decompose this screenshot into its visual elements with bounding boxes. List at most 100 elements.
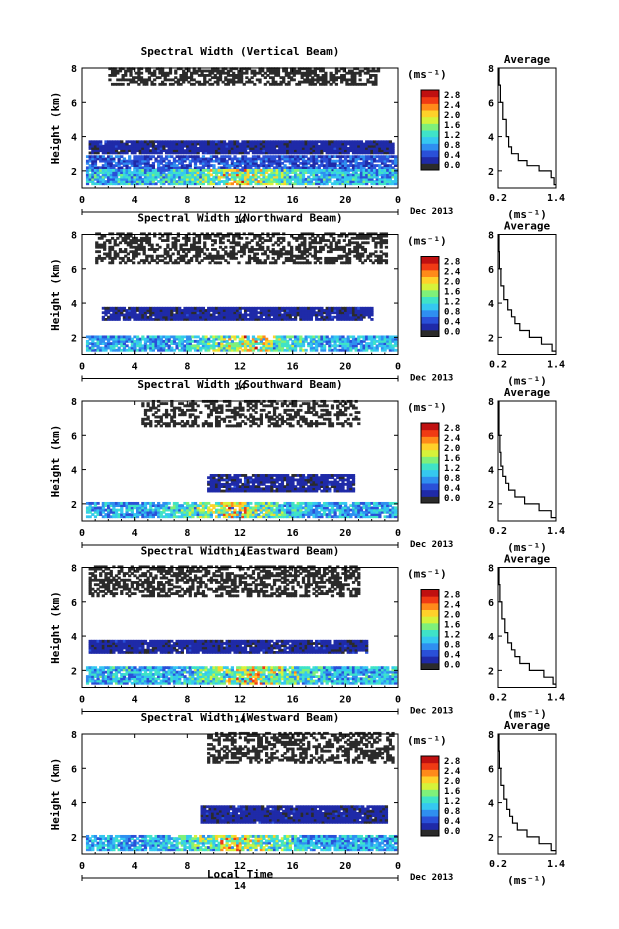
heatmap-cell — [357, 306, 361, 310]
heatmap-cell — [271, 78, 275, 82]
heatmap-cell — [329, 259, 333, 263]
heatmap-cell — [230, 140, 235, 144]
heatmap-cell — [238, 177, 242, 181]
heatmap-cell — [347, 239, 352, 242]
heatmap-cell — [325, 149, 329, 153]
heatmap-cell — [143, 164, 148, 167]
heatmap-cell — [383, 344, 387, 348]
heatmap-cell — [182, 248, 186, 251]
heatmap-cell — [303, 245, 307, 249]
heatmap-cell — [308, 71, 312, 75]
heatmap-cell — [220, 155, 224, 159]
heatmap-cell — [104, 164, 108, 167]
heatmap-cell — [175, 337, 179, 341]
heatmap-cell — [153, 250, 157, 254]
heatmap-cell — [280, 155, 285, 159]
heatmap-cell — [236, 180, 240, 183]
heatmap-cell — [142, 248, 146, 251]
heatmap-cell — [97, 250, 102, 254]
heatmap-cell — [157, 164, 161, 167]
heatmap-cell — [214, 306, 219, 310]
heatmap-cell — [151, 344, 156, 348]
heatmap-cell — [342, 248, 346, 251]
heatmap-cell — [110, 261, 115, 265]
heatmap-cell — [143, 313, 148, 317]
heatmap-cell — [286, 177, 290, 181]
heatmap-cell — [265, 342, 269, 345]
heatmap-cell — [351, 180, 356, 183]
heatmap-cell — [228, 173, 232, 177]
heatmap-cell — [212, 313, 216, 317]
heatmap-cell — [162, 315, 166, 319]
heatmap-cell — [288, 147, 292, 150]
heatmap-cell — [186, 149, 190, 153]
heatmap-cell — [101, 157, 105, 161]
average-x-label: (ms⁻¹) — [507, 208, 547, 221]
heatmap-cell — [378, 171, 382, 175]
heatmap-cell — [209, 422, 213, 426]
heatmap-cell — [164, 164, 169, 167]
colorbar-segment — [421, 303, 439, 311]
heatmap-cell — [292, 259, 296, 263]
heatmap-cell — [214, 344, 219, 348]
heatmap-cell — [366, 254, 370, 258]
heatmap-cell — [217, 157, 221, 161]
heatmap-cell — [178, 311, 182, 315]
heatmap-cell — [309, 144, 314, 148]
heatmap-cell — [268, 236, 273, 240]
heatmap-cell — [143, 306, 148, 310]
heatmap-cell — [197, 245, 202, 249]
heatmap-cell — [234, 76, 238, 80]
heatmap-cell — [311, 245, 315, 249]
heatmap-cell — [293, 306, 298, 310]
heatmap-cell — [307, 142, 311, 146]
heatmap-cell — [247, 241, 252, 245]
heatmap-cell — [344, 144, 348, 148]
heatmap-cell — [265, 182, 269, 186]
heatmap-cell — [288, 166, 292, 170]
heatmap-cell — [347, 252, 352, 256]
heatmap-cell — [240, 250, 244, 254]
heatmap-cell — [280, 149, 285, 153]
heatmap-cell — [211, 256, 215, 260]
heatmap-cell — [171, 245, 175, 249]
heatmap-cell — [141, 151, 145, 155]
heatmap-cell — [349, 168, 353, 172]
heatmap-cell — [188, 344, 192, 348]
heatmap-cell — [320, 339, 324, 343]
heatmap-cell — [257, 335, 261, 339]
colorbar-segment — [421, 283, 439, 291]
heatmap-cell — [180, 337, 184, 341]
heatmap-cell — [230, 182, 235, 186]
heatmap-cell — [341, 144, 345, 148]
heatmap-cell — [133, 180, 137, 183]
heatmap-cell — [328, 142, 332, 146]
heatmap-cell — [217, 161, 221, 165]
heatmap-cell — [354, 180, 358, 183]
heatmap-cell — [345, 256, 349, 260]
heatmap-cell — [101, 180, 105, 183]
heatmap-cell — [362, 337, 366, 341]
heatmap-cell — [344, 166, 348, 170]
heatmap-cell — [375, 155, 379, 159]
heatmap-cell — [186, 157, 190, 161]
colorbar-segment — [421, 289, 439, 297]
heatmap-cell — [187, 250, 191, 254]
heatmap-cell — [99, 342, 103, 345]
heatmap-cell — [172, 348, 177, 352]
heatmap-cell — [262, 180, 266, 183]
heatmap-cell — [309, 177, 314, 181]
heatmap-cell — [336, 173, 340, 177]
heatmap-cell — [162, 346, 166, 350]
heatmap-cell — [182, 69, 186, 73]
heatmap-cell — [370, 173, 374, 177]
heatmap-cell — [317, 171, 321, 175]
heatmap-cell — [172, 157, 177, 161]
heatmap-cell — [333, 306, 337, 310]
heatmap-cell — [112, 144, 116, 148]
heatmap-cell — [338, 337, 342, 341]
heatmap-cell — [253, 236, 257, 240]
heatmap-cell — [349, 140, 353, 144]
heatmap-cell — [251, 157, 256, 161]
heatmap-cell — [347, 241, 352, 245]
